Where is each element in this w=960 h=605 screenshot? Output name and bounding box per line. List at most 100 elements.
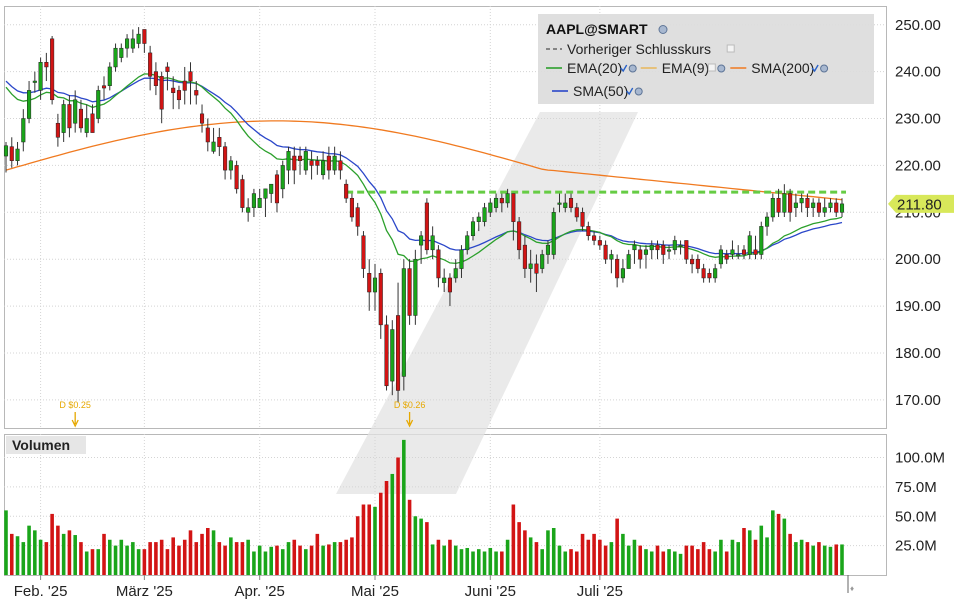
candle-body	[390, 329, 395, 382]
candle-body	[303, 151, 308, 171]
volume-bar	[471, 551, 475, 575]
candle-body	[557, 202, 562, 205]
candle-body	[690, 258, 695, 265]
volume-bar	[811, 545, 815, 575]
candle-body	[107, 66, 112, 86]
last-price-tag	[888, 194, 954, 213]
volume-bar	[707, 549, 712, 575]
volume-bar	[246, 539, 250, 575]
volume-bar	[799, 539, 804, 575]
candle-body	[338, 160, 343, 171]
volume-bar	[673, 551, 677, 575]
candle-body	[782, 193, 787, 213]
candle-body	[707, 273, 712, 279]
settings-icon[interactable]	[634, 87, 643, 96]
volume-bar	[309, 545, 314, 575]
volume-bar	[73, 535, 77, 575]
candle-body	[361, 235, 366, 269]
candle-body	[251, 193, 256, 208]
volume-bar	[384, 481, 389, 575]
time-tick-label: Juni '25	[465, 583, 516, 600]
volume-bar	[448, 539, 452, 575]
candle-body	[580, 212, 585, 227]
candle-body	[61, 104, 66, 133]
volume-bar	[188, 530, 193, 575]
candle-body	[78, 108, 83, 129]
candle-body	[188, 71, 193, 82]
time-tick-label: Apr. '25	[234, 583, 284, 600]
volume-bar	[776, 513, 781, 575]
candle-body	[476, 216, 481, 222]
visible-check-icon[interactable]	[626, 87, 634, 96]
price-tick-label: 170.00	[895, 392, 941, 409]
visible-check-icon[interactable]	[620, 64, 628, 73]
candle-body	[592, 235, 597, 241]
candle-body	[517, 221, 522, 251]
volume-bar	[378, 492, 383, 575]
volume-bar	[275, 545, 279, 575]
volume-bar	[574, 551, 579, 575]
volume-bar	[569, 549, 573, 575]
volume-bar	[350, 537, 354, 575]
candle-body	[741, 249, 747, 255]
candle-body	[280, 165, 285, 190]
candle-body	[620, 268, 625, 279]
candle-body	[447, 277, 452, 293]
volume-bar	[736, 542, 741, 575]
volume-bar	[223, 545, 227, 575]
volume-bar	[257, 545, 262, 575]
candle-body	[130, 38, 135, 49]
volume-bar	[557, 545, 562, 575]
volume-bar	[407, 499, 412, 575]
volume-bar	[730, 539, 735, 575]
volume-bar	[136, 549, 141, 575]
volume-bar	[551, 528, 556, 575]
candle-body	[822, 207, 827, 213]
volume-bar	[107, 539, 112, 575]
candle-body	[649, 244, 654, 251]
volume-bar	[194, 542, 199, 575]
candle-body	[344, 183, 349, 199]
candle-body	[257, 197, 262, 208]
time-tick-label: Mai '25	[351, 583, 399, 600]
candle-body	[816, 202, 821, 213]
volume-bar	[684, 545, 689, 575]
candle-body	[101, 85, 107, 89]
candle-body	[765, 216, 770, 227]
volume-bar	[505, 539, 510, 575]
legend-label: Vorheriger Schlusskurs	[567, 41, 711, 57]
visible-check-icon[interactable]	[811, 64, 819, 73]
volume-bar	[540, 549, 544, 575]
volume-bar	[667, 549, 671, 575]
candle-body	[73, 99, 78, 124]
settings-icon[interactable]	[628, 64, 637, 73]
candle-body	[96, 90, 101, 119]
volume-bar	[165, 549, 170, 575]
candle-body	[540, 254, 545, 269]
price-tick-label: 190.00	[895, 298, 941, 315]
candle-body	[136, 33, 141, 44]
legend-label: SMA(200)	[751, 60, 814, 76]
volume-bar	[90, 549, 95, 575]
volume-bar	[315, 533, 320, 575]
volume-bar	[794, 542, 798, 575]
candle-body	[349, 197, 354, 218]
candle-body	[159, 76, 164, 110]
visibility-box-icon[interactable]	[726, 44, 735, 53]
visibility-box-icon[interactable]	[707, 63, 716, 72]
settings-icon[interactable]	[820, 64, 829, 73]
volume-bar	[390, 473, 395, 575]
candle-body	[788, 193, 793, 213]
candle-body	[372, 277, 378, 293]
volume-bar	[753, 539, 758, 575]
volume-bar	[494, 551, 498, 575]
settings-icon[interactable]	[658, 25, 668, 34]
candle-body	[522, 244, 527, 269]
settings-icon[interactable]	[717, 64, 726, 73]
volume-bar	[21, 542, 26, 575]
volume-bar	[649, 551, 654, 575]
volume-bar	[788, 533, 792, 575]
volume-bar	[217, 542, 222, 575]
candle-body	[470, 221, 476, 237]
